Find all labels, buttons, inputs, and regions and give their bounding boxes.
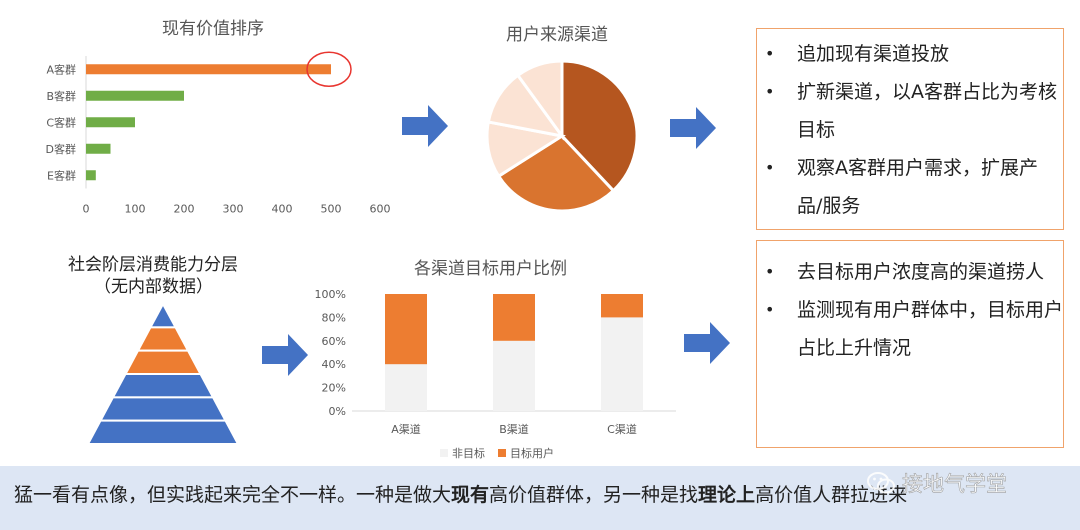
stacked-bar-segment bbox=[601, 317, 643, 411]
caption-text: 猛一看有点像，但实践起来完全不一样。一种是做大现有高价值群体，另一种是找理论上高… bbox=[14, 480, 907, 507]
ranking-bar-chart: A客群 B客群 C客群 D客群 E客群 0 100 200 300 400 500 600 bbox=[46, 51, 391, 216]
bar bbox=[86, 143, 111, 154]
pyramid-level bbox=[136, 326, 190, 352]
strategy-box-target: 去目标用户浓度高的渠道捞人 监测现有用户群体中，目标用户占比上升情况 bbox=[756, 240, 1064, 448]
y-tick-label: 100% bbox=[315, 288, 346, 301]
watermark: 接地气学堂 bbox=[866, 468, 1007, 498]
bar bbox=[86, 64, 331, 75]
category-label: D客群 bbox=[46, 142, 76, 156]
category-label: C渠道 bbox=[607, 422, 637, 436]
caption-part: 高价值群体，另一种是找 bbox=[489, 484, 699, 506]
strategy-item: 监测现有用户群体中，目标用户占比上升情况 bbox=[757, 291, 1063, 367]
stacked-bar-segment bbox=[601, 294, 643, 318]
category-label: E客群 bbox=[47, 168, 76, 182]
wechat-icon bbox=[867, 472, 895, 494]
y-tick-label: 40% bbox=[322, 358, 346, 371]
category-label: B客群 bbox=[46, 89, 76, 103]
y-tick-label: 20% bbox=[322, 382, 346, 395]
pyramid-level bbox=[123, 349, 203, 375]
legend-swatch bbox=[498, 449, 506, 457]
x-tick-label: 300 bbox=[223, 203, 244, 216]
caption-bold: 现有 bbox=[451, 484, 490, 506]
right-arrow-icon bbox=[262, 334, 308, 376]
caption-part: 高价值人群拉进来 bbox=[755, 484, 908, 506]
right-arrow-icon bbox=[670, 107, 716, 149]
right-arrow-icon bbox=[402, 105, 448, 147]
stacked-bar-segment bbox=[493, 340, 535, 411]
caption-part: 猛一看有点像，但实践起来完全不一样。一种是做大 bbox=[14, 484, 452, 506]
strategy-item: 去目标用户浓度高的渠道捞人 bbox=[757, 253, 1063, 291]
x-tick-label: 100 bbox=[125, 203, 146, 216]
strategy-box-existing: 追加现有渠道投放 扩新渠道，以A客群占比为考核目标 观察A客群用户需求，扩展产品… bbox=[756, 28, 1064, 230]
consumption-pyramid bbox=[86, 304, 240, 445]
stacked-title: 各渠道目标用户比例 bbox=[414, 259, 567, 279]
caption-bar: 猛一看有点像，但实践起来完全不一样。一种是做大现有高价值群体，另一种是找理论上高… bbox=[0, 466, 1080, 530]
y-tick-label: 0% bbox=[329, 405, 346, 418]
right-arrow-icon bbox=[684, 322, 730, 364]
y-tick-label: 80% bbox=[322, 311, 346, 324]
pie-slice bbox=[560, 59, 639, 193]
category-label: C客群 bbox=[46, 115, 76, 129]
pyramid-level bbox=[86, 419, 240, 445]
pyramid-level bbox=[111, 373, 215, 399]
x-tick-label: 500 bbox=[321, 203, 342, 216]
stacked-bar-segment bbox=[385, 294, 427, 365]
bar bbox=[86, 170, 96, 181]
highlight-circle bbox=[306, 51, 352, 87]
x-tick-label: 0 bbox=[83, 203, 90, 216]
strategy-item: 扩新渠道，以A客群占比为考核目标 bbox=[757, 73, 1063, 149]
channels-title: 用户来源渠道 bbox=[506, 25, 608, 45]
pyramid-subtitle: （无内部数据） bbox=[94, 277, 213, 297]
category-label: A渠道 bbox=[391, 422, 421, 436]
pyramid-level bbox=[98, 396, 228, 422]
strategy-list-target: 去目标用户浓度高的渠道捞人 监测现有用户群体中，目标用户占比上升情况 bbox=[757, 253, 1063, 367]
legend-swatch bbox=[440, 449, 448, 457]
pie-slice bbox=[496, 134, 616, 213]
category-label: A客群 bbox=[46, 62, 76, 76]
stacked-bar-segment bbox=[493, 294, 535, 341]
stacked-bar-segment bbox=[385, 364, 427, 411]
strategy-item: 观察A客群用户需求，扩展产品/服务 bbox=[757, 149, 1063, 225]
legend-label: 非目标 bbox=[452, 446, 485, 460]
x-tick-label: 200 bbox=[174, 203, 195, 216]
y-tick-label: 60% bbox=[322, 335, 346, 348]
x-tick-label: 400 bbox=[272, 203, 293, 216]
caption-bold: 理论上 bbox=[698, 484, 756, 506]
pie-slice bbox=[515, 59, 564, 141]
strategy-item: 追加现有渠道投放 bbox=[757, 35, 1063, 73]
category-label: B渠道 bbox=[499, 422, 529, 436]
channels-pie-chart bbox=[485, 59, 639, 213]
strategy-list-existing: 追加现有渠道投放 扩新渠道，以A客群占比为考核目标 观察A客群用户需求，扩展产品… bbox=[757, 35, 1063, 225]
x-tick-label: 600 bbox=[370, 203, 391, 216]
pyramid-title: 社会阶层消费能力分层 bbox=[68, 255, 238, 275]
ranking-title: 现有价值排序 bbox=[162, 19, 264, 39]
watermark-text: 接地气学堂 bbox=[902, 472, 1008, 497]
pyramid-level bbox=[148, 304, 178, 329]
legend-label: 目标用户 bbox=[510, 446, 554, 460]
bar bbox=[86, 117, 135, 128]
bar bbox=[86, 90, 184, 101]
